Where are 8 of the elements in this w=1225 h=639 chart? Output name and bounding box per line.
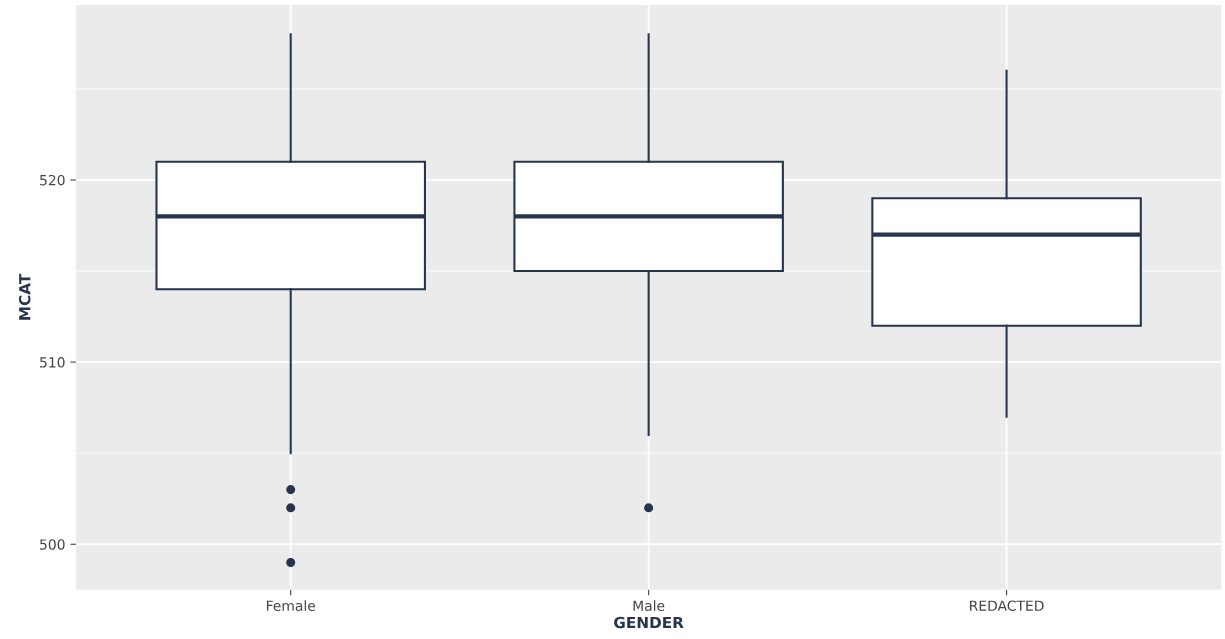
x-tick-label: Female	[266, 600, 316, 611]
y-tick-label: 510	[40, 357, 65, 368]
y-tick-label: 500	[40, 539, 65, 550]
y-tick-label: 520	[40, 174, 65, 186]
x-tick-label: REDACTED	[970, 600, 1044, 611]
y-axis-title: MCAT	[18, 273, 31, 320]
x-axis-title: GENDER	[614, 616, 684, 629]
x-tick-label: Male	[633, 600, 665, 611]
